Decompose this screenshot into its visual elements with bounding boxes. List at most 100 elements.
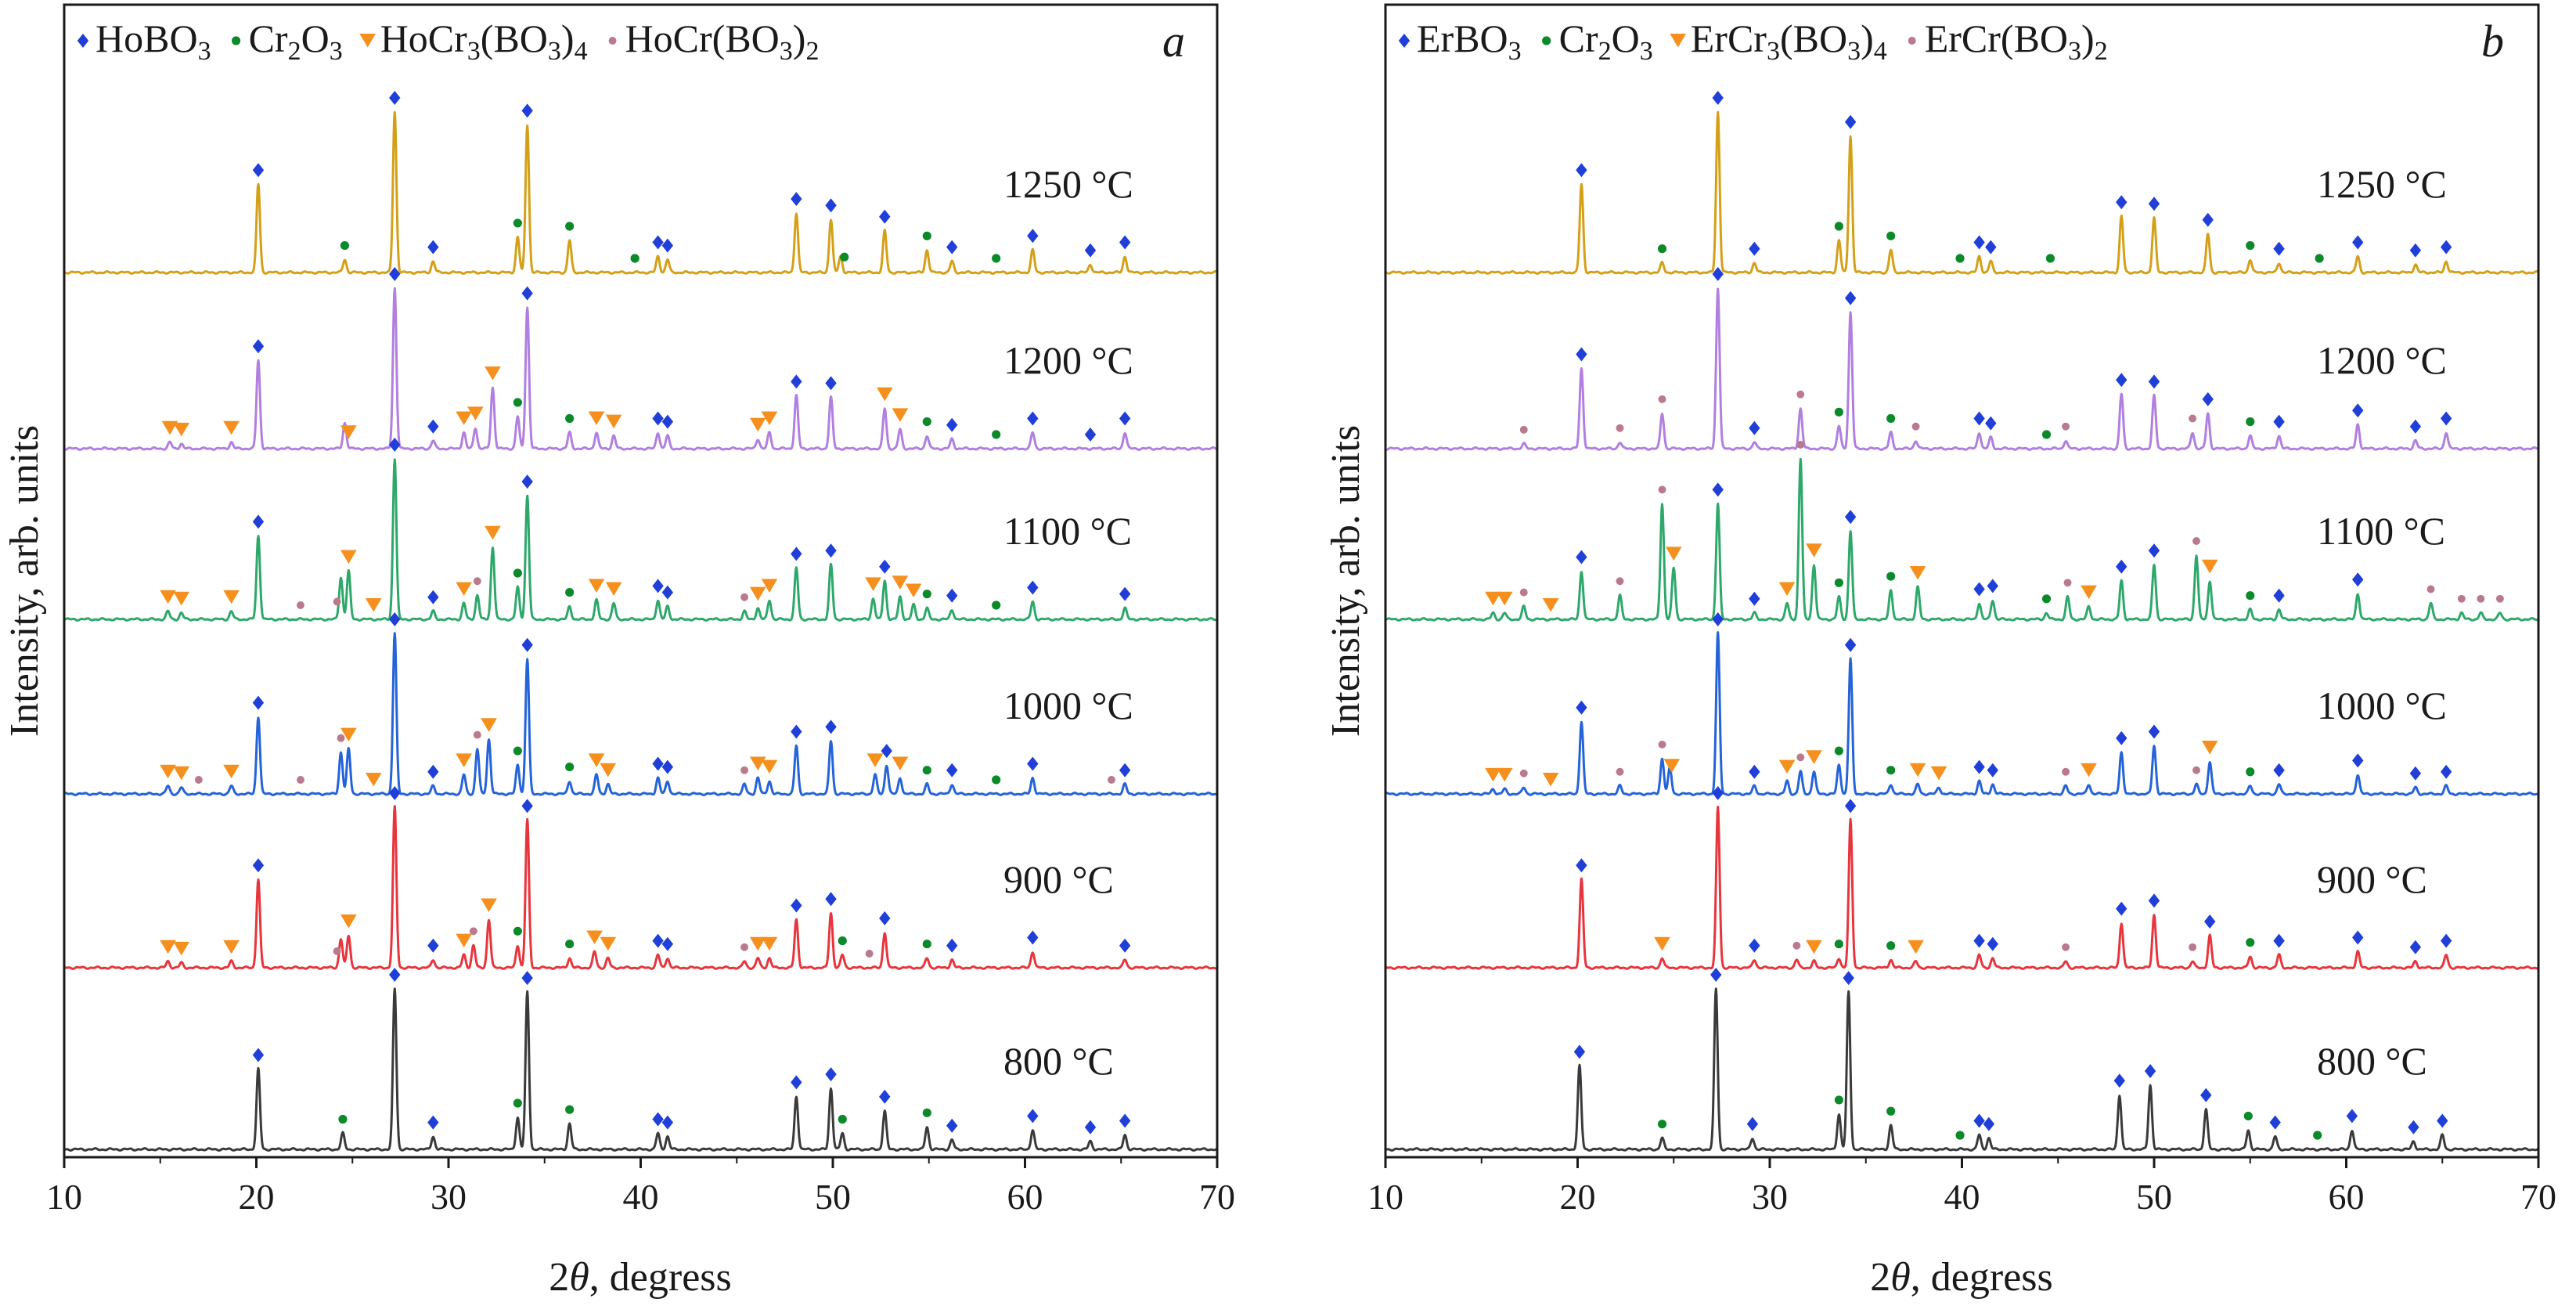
x-tick-label: 10: [46, 1177, 82, 1217]
phase-marker-diamond: [1749, 591, 1760, 606]
phase-marker-star: [2426, 585, 2435, 593]
phase-marker-star: [1796, 753, 1805, 762]
phase-marker-diamond: [1084, 427, 1097, 442]
temperature-label: 1250 °C: [1003, 162, 1133, 206]
phase-marker-star: [740, 943, 749, 951]
phase-marker-circle: [2045, 254, 2055, 263]
phase-marker-circle: [1657, 244, 1667, 254]
phase-marker-circle: [922, 231, 931, 240]
phase-marker-diamond: [2148, 374, 2160, 389]
phase-marker-circle: [922, 940, 931, 949]
phase-marker-triangle: [1496, 591, 1513, 606]
x-tick-label: 30: [431, 1177, 467, 1217]
legend-b: ErBO3​ Cr2​O3​ ErCr3​(BO3​)4​ ErCr(BO3​)2​: [1398, 16, 2108, 66]
phase-marker-diamond: [1749, 420, 1760, 435]
phase-marker-triangle: [588, 411, 605, 426]
phase-marker-star: [1792, 941, 1801, 950]
phase-marker-circle: [2041, 594, 2052, 604]
phase-marker-diamond: [521, 637, 533, 652]
series-900C: 900 °C: [1385, 786, 2539, 970]
phase-marker-diamond: [521, 286, 533, 301]
phase-marker-triangle: [1778, 759, 1796, 774]
legend-entry: ErCr3​(BO3​)4​: [1691, 16, 1887, 66]
series-1250C: 1250 °C: [1385, 91, 2539, 275]
phase-marker-circle: [1886, 941, 1896, 950]
phase-marker-diamond: [427, 240, 439, 254]
x-tick-label: 40: [623, 1177, 659, 1217]
phase-marker-triangle: [485, 366, 501, 381]
phase-marker-diamond: [1573, 1044, 1586, 1059]
legend-entry: ErCr(BO3​)2​: [1925, 16, 2108, 66]
temperature-label: 1200 °C: [1003, 338, 1133, 382]
phase-marker-diamond: [2409, 419, 2422, 434]
phase-marker-triangle: [340, 425, 357, 439]
phase-marker-star: [1658, 485, 1666, 494]
phase-marker-circle: [992, 775, 1001, 785]
phase-marker-star: [1519, 769, 1528, 777]
phase-marker-diamond: [2202, 212, 2214, 227]
phase-marker-diamond: [661, 414, 674, 429]
phase-marker-diamond: [2352, 930, 2364, 945]
phase-marker-star: [1519, 588, 1528, 597]
phase-marker-triangle: [588, 579, 605, 593]
phase-marker-diamond: [946, 938, 958, 953]
phase-marker-diamond: [2273, 763, 2285, 777]
series-line: [1385, 110, 2539, 275]
x-tick-label: 40: [1944, 1177, 1980, 1217]
phase-marker-diamond: [2437, 1113, 2448, 1128]
x-axis-b: 10 20 30 40 50 60 70: [1367, 1157, 2556, 1217]
phase-marker-star: [2062, 422, 2070, 431]
phase-marker-diamond: [652, 411, 664, 426]
phase-marker-star: [1796, 390, 1805, 399]
phase-marker-circle: [2246, 241, 2255, 251]
y-axis-title-b: Intensity, arb. units: [1324, 425, 1368, 737]
phase-marker-diamond: [2440, 933, 2452, 948]
phase-marker-diamond: [946, 1118, 958, 1133]
phase-marker-circle: [565, 940, 575, 949]
phase-marker-circle: [565, 413, 575, 424]
phase-marker-diamond: [1576, 700, 1587, 715]
phase-marker-circle: [340, 241, 350, 251]
phase-marker-triangle: [223, 940, 240, 954]
phase-marker-diamond: [2409, 243, 2422, 258]
phase-marker-circle: [338, 1114, 348, 1124]
series-1100C: 1100 °C: [63, 438, 1218, 622]
phase-marker-diamond: [1027, 1109, 1039, 1124]
phase-marker-diamond: [652, 756, 664, 771]
phase-marker-triangle: [456, 411, 472, 426]
temperature-label: 800 °C: [1003, 1039, 1114, 1083]
phase-marker-diamond: [825, 543, 837, 558]
phase-marker-star: [1616, 424, 1624, 432]
phase-marker-diamond: [1712, 612, 1724, 626]
phase-marker-triangle: [1665, 546, 1682, 561]
phase-marker-star: [2477, 594, 2485, 603]
phase-marker-star: [1658, 395, 1666, 403]
phase-marker-diamond: [946, 763, 958, 777]
phase-marker-diamond: [2116, 373, 2127, 388]
phase-marker-diamond: [1027, 411, 1039, 426]
phase-marker-star: [2062, 767, 2070, 776]
temperature-label: 800 °C: [2317, 1039, 2427, 1083]
phase-marker-diamond: [1843, 971, 1854, 986]
series-1200C: 1200 °C: [1385, 267, 2539, 451]
phase-marker-diamond: [252, 858, 265, 873]
phase-marker-diamond: [1844, 290, 1857, 305]
phase-marker-diamond: [252, 339, 265, 354]
panel-letter-a: a: [1162, 16, 1185, 67]
phase-marker-diamond: [2273, 933, 2285, 948]
phase-marker-diamond: [1844, 799, 1857, 813]
phase-marker-circle: [1886, 413, 1896, 424]
x-tick-label: 60: [2329, 1177, 2365, 1217]
series-line: [1385, 987, 2539, 1152]
phase-marker-triangle: [1909, 566, 1926, 580]
phase-marker-triangle: [892, 756, 909, 771]
phase-marker-diamond: [2409, 940, 2422, 954]
phase-marker-diamond: [1987, 763, 1998, 777]
series-800C: 800 °C: [63, 968, 1218, 1152]
x-tick-label: 20: [239, 1177, 275, 1217]
phase-marker-triangle: [600, 763, 617, 777]
legend-marker-diamond: [77, 34, 89, 48]
phase-marker-diamond: [652, 235, 664, 250]
phase-marker-star: [1658, 740, 1666, 748]
phase-marker-triangle: [761, 579, 778, 593]
